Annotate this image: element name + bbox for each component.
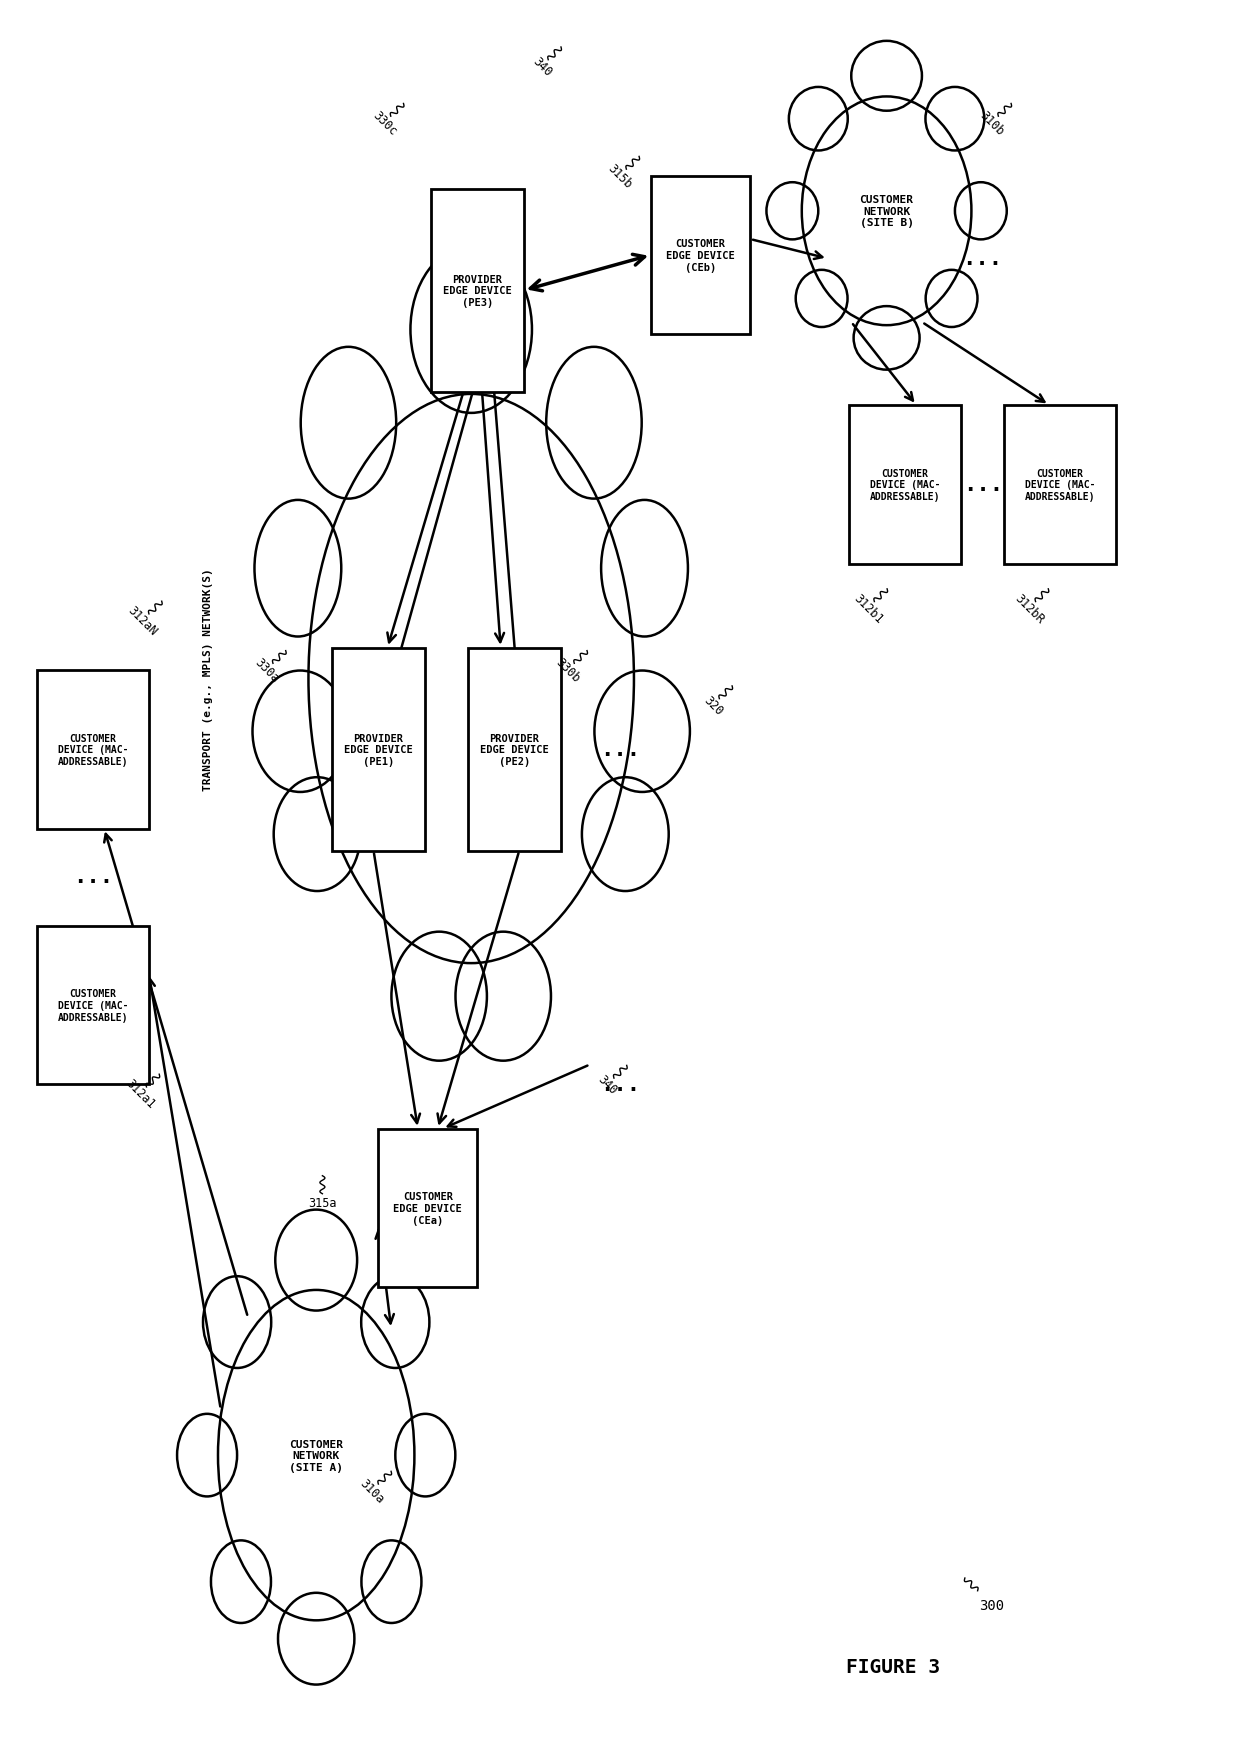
Ellipse shape: [309, 395, 634, 963]
Bar: [432, 191, 525, 393]
Ellipse shape: [218, 1289, 414, 1621]
Ellipse shape: [361, 1277, 429, 1369]
Text: ...: ...: [963, 475, 1003, 496]
Text: ...: ...: [962, 249, 1002, 270]
Ellipse shape: [278, 1593, 355, 1685]
Ellipse shape: [546, 348, 641, 499]
Text: FIGURE 3: FIGURE 3: [846, 1658, 940, 1676]
Ellipse shape: [582, 778, 668, 891]
Text: PROVIDER
EDGE DEVICE
(PE1): PROVIDER EDGE DEVICE (PE1): [343, 734, 413, 766]
Ellipse shape: [925, 270, 977, 328]
Text: CUSTOMER
EDGE DEVICE
(CEb): CUSTOMER EDGE DEVICE (CEb): [666, 240, 735, 272]
Text: 312b1: 312b1: [851, 591, 885, 626]
Text: CUSTOMER
DEVICE (MAC-
ADDRESSABLE): CUSTOMER DEVICE (MAC- ADDRESSABLE): [58, 734, 128, 766]
Ellipse shape: [925, 88, 985, 152]
Text: 340: 340: [529, 55, 554, 79]
Bar: [37, 670, 149, 829]
Text: 315b: 315b: [605, 162, 635, 191]
Ellipse shape: [802, 97, 971, 326]
Ellipse shape: [254, 501, 341, 637]
Ellipse shape: [177, 1415, 237, 1496]
Ellipse shape: [274, 778, 361, 891]
Text: 315a: 315a: [309, 1196, 336, 1210]
Text: 312bR: 312bR: [1012, 591, 1047, 626]
Ellipse shape: [455, 931, 551, 1062]
Text: 300: 300: [980, 1598, 1004, 1612]
Ellipse shape: [203, 1277, 272, 1369]
Bar: [378, 1129, 477, 1288]
Text: 320: 320: [701, 693, 725, 718]
Text: 312aN: 312aN: [125, 603, 160, 639]
Ellipse shape: [796, 270, 848, 328]
Ellipse shape: [766, 183, 818, 240]
Text: 330a: 330a: [252, 656, 281, 684]
Text: ...: ...: [600, 1074, 640, 1095]
Text: ...: ...: [600, 739, 640, 760]
Ellipse shape: [301, 348, 397, 499]
Text: CUSTOMER
DEVICE (MAC-
ADDRESSABLE): CUSTOMER DEVICE (MAC- ADDRESSABLE): [58, 990, 128, 1021]
Text: CUSTOMER
NETWORK
(SITE A): CUSTOMER NETWORK (SITE A): [289, 1439, 343, 1471]
Ellipse shape: [211, 1540, 272, 1623]
Ellipse shape: [789, 88, 848, 152]
Bar: [651, 176, 750, 335]
Text: 330c: 330c: [370, 109, 399, 138]
Bar: [469, 649, 560, 852]
Ellipse shape: [396, 1415, 455, 1496]
Text: 340: 340: [595, 1073, 620, 1097]
Text: CUSTOMER
NETWORK
(SITE B): CUSTOMER NETWORK (SITE B): [859, 196, 914, 228]
Ellipse shape: [410, 247, 532, 415]
Text: CUSTOMER
EDGE DEVICE
(CEa): CUSTOMER EDGE DEVICE (CEa): [393, 1192, 463, 1224]
Ellipse shape: [361, 1540, 422, 1623]
Bar: [332, 649, 424, 852]
Text: CUSTOMER
DEVICE (MAC-
ADDRESSABLE): CUSTOMER DEVICE (MAC- ADDRESSABLE): [870, 469, 940, 501]
Ellipse shape: [253, 670, 348, 792]
Text: 310b: 310b: [977, 109, 1007, 138]
Bar: [37, 926, 149, 1085]
Ellipse shape: [853, 307, 920, 370]
Ellipse shape: [955, 183, 1007, 240]
Text: PROVIDER
EDGE DEVICE
(PE2): PROVIDER EDGE DEVICE (PE2): [480, 734, 549, 766]
Text: 330b: 330b: [553, 656, 583, 684]
Text: TRANSPORT (e.g., MPLS) NETWORK(S): TRANSPORT (e.g., MPLS) NETWORK(S): [203, 568, 213, 790]
Ellipse shape: [275, 1210, 357, 1311]
Ellipse shape: [851, 42, 921, 111]
Text: ...: ...: [73, 866, 113, 887]
Ellipse shape: [594, 670, 689, 792]
Bar: [849, 406, 961, 564]
Text: PROVIDER
EDGE DEVICE
(PE3): PROVIDER EDGE DEVICE (PE3): [443, 275, 512, 307]
Bar: [1004, 406, 1116, 564]
Text: 312a1: 312a1: [123, 1076, 157, 1111]
Ellipse shape: [601, 501, 688, 637]
Ellipse shape: [392, 931, 487, 1062]
Text: 310a: 310a: [357, 1476, 387, 1505]
Text: CUSTOMER
DEVICE (MAC-
ADDRESSABLE): CUSTOMER DEVICE (MAC- ADDRESSABLE): [1025, 469, 1095, 501]
